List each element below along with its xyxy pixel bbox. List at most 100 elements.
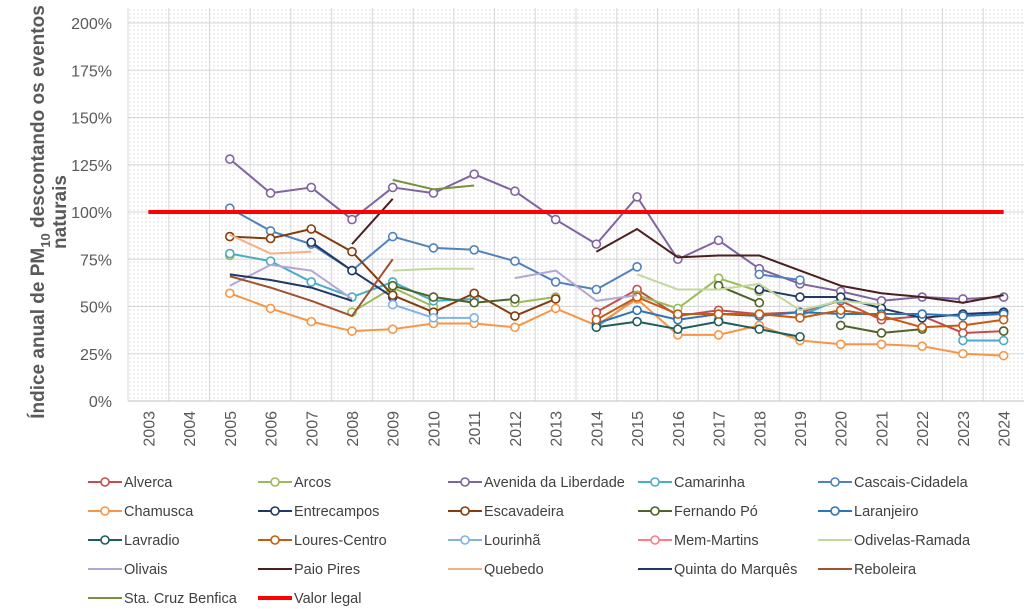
legend-label: Entrecampos bbox=[294, 504, 379, 520]
data-point bbox=[387, 324, 398, 334]
data-point bbox=[673, 309, 683, 319]
data-point bbox=[265, 233, 276, 244]
legend-item: Lourinhã bbox=[448, 533, 541, 549]
legend-label: Quinta do Marquês bbox=[674, 562, 797, 578]
data-point bbox=[469, 313, 479, 323]
series-line bbox=[514, 269, 638, 302]
x-tick-label: 2009 bbox=[386, 411, 403, 447]
data-point bbox=[347, 214, 357, 225]
series-line bbox=[636, 277, 760, 310]
data-point bbox=[510, 256, 520, 266]
y-tick-label: 125% bbox=[71, 158, 112, 175]
data-point bbox=[958, 335, 968, 346]
y-tick-label: 150% bbox=[71, 111, 112, 128]
data-point bbox=[795, 313, 805, 323]
series-10 bbox=[591, 316, 805, 342]
data-point bbox=[795, 275, 805, 285]
data-point bbox=[998, 350, 1009, 361]
legend-marker bbox=[100, 506, 110, 516]
data-point bbox=[550, 214, 561, 225]
y-tick-label: 0% bbox=[89, 394, 112, 411]
legend-label: Laranjeiro bbox=[854, 504, 919, 520]
legend-label: Loures-Centro bbox=[294, 533, 387, 549]
legend-label: Paio Pires bbox=[294, 562, 360, 578]
legend-marker bbox=[270, 535, 280, 545]
data-point bbox=[387, 280, 398, 291]
series-19 bbox=[229, 258, 394, 317]
data-point bbox=[306, 316, 317, 327]
legend-label: Reboleira bbox=[854, 562, 917, 578]
legend-item: Olivais bbox=[88, 562, 168, 578]
x-tick-label: 2021 bbox=[874, 411, 891, 447]
data-point bbox=[795, 292, 805, 302]
legend-label: Quebedo bbox=[484, 562, 544, 578]
series-line bbox=[636, 273, 882, 312]
data-point bbox=[998, 292, 1009, 302]
legend-label: Lavradio bbox=[124, 533, 180, 549]
series-line bbox=[229, 233, 312, 255]
legend-item: Paio Pires bbox=[258, 562, 360, 578]
legend-item: Escavadeira bbox=[448, 504, 565, 520]
x-tick-label: 2005 bbox=[223, 411, 240, 447]
legend-label: Mem-Martins bbox=[674, 533, 759, 549]
data-point bbox=[958, 348, 968, 359]
data-point bbox=[835, 339, 846, 350]
legend-marker bbox=[100, 535, 110, 545]
series-line bbox=[229, 292, 1004, 357]
data-point bbox=[265, 188, 276, 198]
series-line bbox=[229, 263, 353, 300]
data-point bbox=[632, 262, 642, 272]
legend-marker bbox=[460, 477, 470, 487]
series-line bbox=[392, 267, 475, 272]
legend-item: Quebedo bbox=[448, 562, 544, 578]
data-point bbox=[754, 269, 765, 280]
data-point bbox=[876, 328, 887, 338]
data-point bbox=[428, 243, 439, 253]
legend-label: Cascais-Cidadela bbox=[854, 475, 969, 491]
legend-label: Escavadeira bbox=[484, 504, 565, 520]
data-point bbox=[754, 297, 765, 308]
legend-item: Reboleira bbox=[818, 562, 917, 578]
data-point bbox=[917, 341, 927, 351]
y-tick-label: 75% bbox=[80, 252, 112, 269]
legend-item: Camarinha bbox=[638, 475, 746, 491]
legend-item: Cascais-Cidadela bbox=[818, 475, 969, 491]
legend-item: Arcos bbox=[258, 475, 331, 491]
legend-marker bbox=[100, 477, 110, 487]
legend-marker bbox=[650, 535, 660, 545]
series-17 bbox=[229, 233, 312, 255]
y-tick-label: 25% bbox=[80, 347, 112, 364]
legend-label: Odivelas-Ramada bbox=[854, 533, 971, 549]
data-point bbox=[306, 277, 317, 287]
data-point bbox=[306, 182, 317, 193]
x-tick-label: 2014 bbox=[589, 411, 606, 447]
data-point bbox=[754, 284, 765, 295]
series-lines bbox=[148, 154, 1009, 361]
series-12 bbox=[387, 299, 479, 323]
legend-item: Avenida da Liberdade bbox=[448, 475, 625, 491]
data-point bbox=[754, 309, 765, 319]
data-point bbox=[673, 324, 683, 334]
legend-item: Laranjeiro bbox=[818, 504, 919, 520]
legend-item: Alverca bbox=[88, 475, 173, 491]
series-16 bbox=[351, 198, 1004, 304]
data-point bbox=[876, 311, 887, 321]
data-point bbox=[510, 294, 520, 304]
data-point bbox=[510, 311, 520, 321]
series-14 bbox=[392, 267, 882, 312]
data-point bbox=[387, 182, 398, 193]
x-tick-label: 2003 bbox=[141, 411, 158, 447]
x-tick-label: 2015 bbox=[630, 411, 647, 447]
y-axis-label-line2: naturais bbox=[50, 175, 71, 249]
series-line bbox=[392, 178, 475, 191]
data-point bbox=[469, 288, 479, 299]
x-tick-label: 2024 bbox=[997, 411, 1014, 447]
legend-label: Avenida da Liberdade bbox=[484, 475, 625, 491]
legend-item: Valor legal bbox=[258, 591, 361, 607]
data-point bbox=[550, 294, 561, 304]
legend-marker bbox=[270, 506, 280, 516]
legend-item: Fernando Pó bbox=[638, 504, 758, 520]
x-tick-label: 2011 bbox=[467, 411, 484, 446]
data-point bbox=[591, 239, 602, 249]
